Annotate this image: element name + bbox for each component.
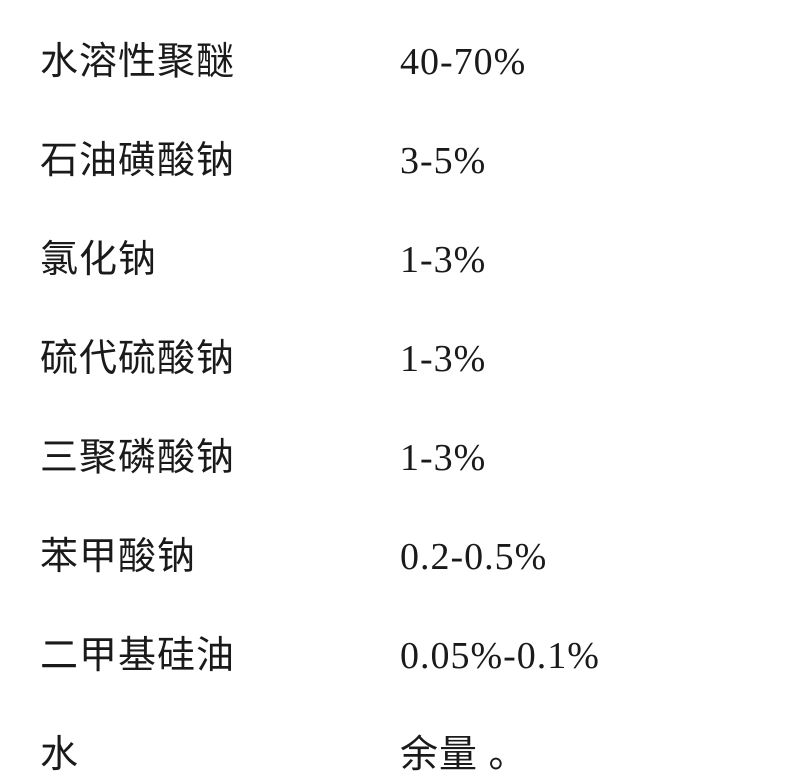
ingredient-value: 0.2-0.5%: [400, 535, 547, 579]
ingredient-value: 1-3%: [400, 238, 486, 282]
table-row: 苯甲酸钠 0.2-0.5%: [40, 525, 755, 580]
composition-table: 水溶性聚醚 40-70% 石油磺酸钠 3-5% 氯化钠 1-3% 硫代硫酸钠 1…: [40, 30, 755, 778]
ingredient-label: 苯甲酸钠: [40, 525, 400, 580]
ingredient-value: 0.05%-0.1%: [400, 634, 600, 678]
table-row: 氯化钠 1-3%: [40, 228, 755, 283]
table-row: 二甲基硅油 0.05%-0.1%: [40, 624, 755, 679]
ingredient-label: 三聚磷酸钠: [40, 426, 400, 481]
ingredient-value: 1-3%: [400, 436, 486, 480]
table-row: 三聚磷酸钠 1-3%: [40, 426, 755, 481]
ingredient-label: 水溶性聚醚: [40, 30, 400, 85]
table-row: 硫代硫酸钠 1-3%: [40, 327, 755, 382]
ingredient-value: 40-70%: [400, 40, 526, 84]
table-row: 石油磺酸钠 3-5%: [40, 129, 755, 184]
ingredient-label: 石油磺酸钠: [40, 129, 400, 184]
ingredient-value: 余量 。: [400, 723, 528, 778]
table-row: 水溶性聚醚 40-70%: [40, 30, 755, 85]
ingredient-value: 1-3%: [400, 337, 486, 381]
ingredient-value: 3-5%: [400, 139, 486, 183]
table-row: 水 余量 。: [40, 723, 755, 778]
ingredient-label: 二甲基硅油: [40, 624, 400, 679]
ingredient-label: 硫代硫酸钠: [40, 327, 400, 382]
ingredient-label: 氯化钠: [40, 228, 400, 283]
ingredient-label: 水: [40, 723, 400, 778]
